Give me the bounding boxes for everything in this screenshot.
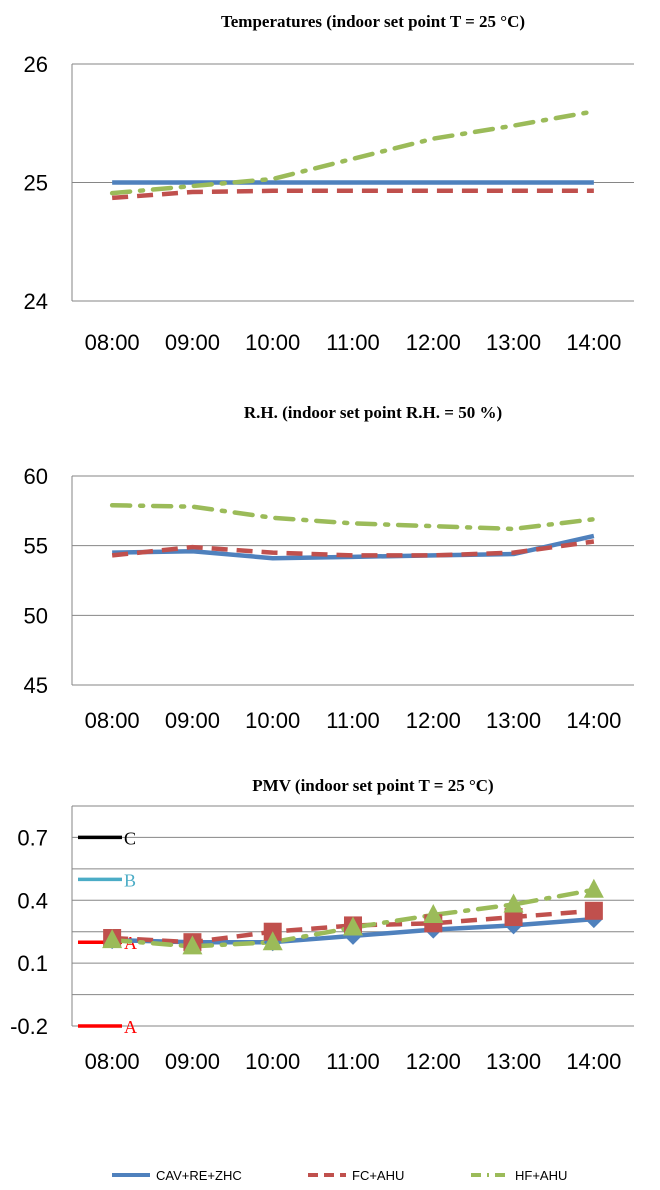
rh-y-tick-label: 55 <box>24 534 48 559</box>
rh-x-tick-label: 10:00 <box>245 708 300 733</box>
pmv-y-tick-label: 0.7 <box>17 825 48 850</box>
pmv-chart-title: PMV (indoor set point T = 25 °C) <box>252 776 493 795</box>
pmv-x-tick-label: 08:00 <box>85 1049 140 1074</box>
temperature-y-tick-label: 25 <box>24 171 48 196</box>
pmv-point-marker-triangle <box>583 878 604 898</box>
legend-label: FC+AHU <box>352 1168 404 1183</box>
rh-y-tick-label: 45 <box>24 673 48 698</box>
rh-chart-title: R.H. (indoor set point R.H. = 50 %) <box>244 403 502 422</box>
temperature-x-tick-label: 12:00 <box>406 330 461 355</box>
pmv-y-tick-label: 0.1 <box>17 951 48 976</box>
rh-series-line-cav-re-zhc <box>112 533 595 561</box>
temperature-chart-title: Temperatures (indoor set point T = 25 °C… <box>221 12 525 31</box>
rh-x-tick-label: 14:00 <box>566 708 621 733</box>
rh-x-tick-label: 09:00 <box>165 708 220 733</box>
temperature-series-line-hf-ahu <box>109 109 597 196</box>
rh-series-line-hf-ahu <box>109 503 597 532</box>
pmv-point-marker-triangle <box>343 916 363 936</box>
rh-x-tick-label: 08:00 <box>85 708 140 733</box>
temperature-chart: Temperatures (indoor set point T = 25 °C… <box>24 12 634 355</box>
rh-y-tick-label: 60 <box>24 464 48 489</box>
temperature-x-tick-label: 13:00 <box>486 330 541 355</box>
pmv-x-tick-label: 11:00 <box>326 1049 379 1074</box>
temperature-x-tick-label: 10:00 <box>245 330 300 355</box>
pmv-point-marker-triangle <box>262 931 283 951</box>
temperature-y-tick-label: 26 <box>24 52 48 77</box>
temperature-x-tick-label: 08:00 <box>85 330 140 355</box>
pmv-y-tick-label: 0.4 <box>17 888 48 913</box>
temperature-x-tick-label: 09:00 <box>165 330 220 355</box>
pmv-point-marker-triangle <box>102 929 123 949</box>
pmv-chart: PMV (indoor set point T = 25 °C) -0.2 0.1 0… <box>10 776 634 1074</box>
pmv-point-marker-square <box>504 908 523 927</box>
rh-x-tick-label: 12:00 <box>406 708 461 733</box>
pmv-point-marker-triangle <box>182 935 203 955</box>
reference-mark-label: C <box>124 828 136 848</box>
reference-mark-label: A <box>124 1017 137 1037</box>
pmv-point-marker-triangle <box>503 893 524 913</box>
temperature-x-tick-label: 11:00 <box>326 330 379 355</box>
legend-label: CAV+RE+ZHC <box>156 1168 242 1183</box>
legend-label: HF+AHU <box>515 1168 567 1183</box>
rh-chart: R.H. (indoor set point R.H. = 50 %) 45 50 5… <box>24 403 634 733</box>
pmv-x-tick-label: 14:00 <box>566 1049 621 1074</box>
pmv-x-tick-label: 09:00 <box>165 1049 220 1074</box>
pmv-point-marker-square <box>584 901 603 920</box>
pmv-y-tick-label: -0.2 <box>10 1014 48 1039</box>
pmv-x-tick-label: 12:00 <box>406 1049 461 1074</box>
rh-x-tick-label: 11:00 <box>326 708 379 733</box>
rh-y-tick-label: 50 <box>24 603 48 628</box>
temperature-x-tick-label: 14:00 <box>566 330 621 355</box>
temperature-series-line-fc-ahu <box>111 188 594 201</box>
pmv-x-tick-label: 10:00 <box>245 1049 300 1074</box>
pmv-point-marker-triangle <box>423 903 444 923</box>
legend: CAV+RE+ZHC FC+AHU HF+AHU <box>112 1168 567 1183</box>
reference-mark-label: B <box>124 870 136 890</box>
temperature-y-tick-label: 24 <box>24 289 48 314</box>
pmv-x-tick-label: 13:00 <box>486 1049 541 1074</box>
rh-x-tick-label: 13:00 <box>486 708 541 733</box>
rh-series-line-fc-ahu <box>111 539 595 558</box>
